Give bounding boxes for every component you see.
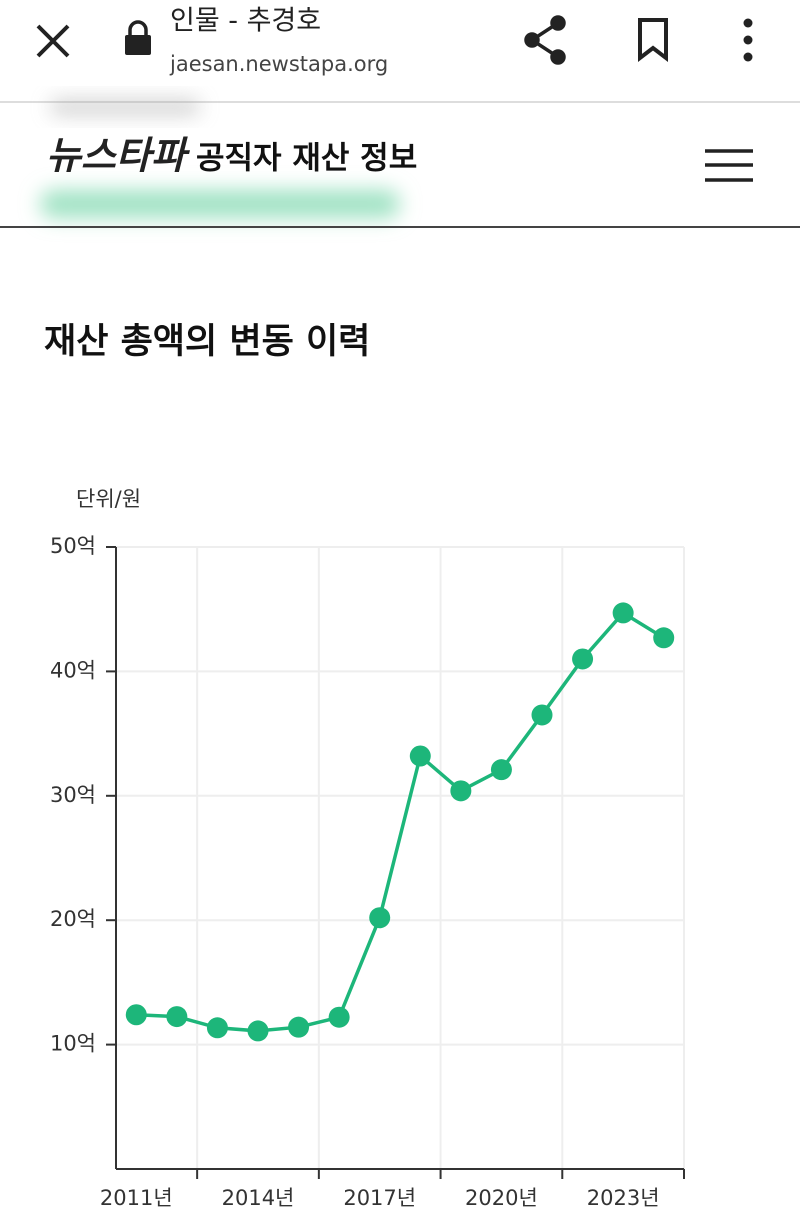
point <box>166 1006 188 1028</box>
x-tick-label: 2014년 <box>222 1186 295 1210</box>
site-title: 공직자 재산 정보 <box>196 141 417 177</box>
lock-icon <box>125 20 151 55</box>
x-tick-label: 2020년 <box>465 1186 538 1210</box>
hamburger-icon[interactable] <box>705 149 753 182</box>
browser-bar <box>0 0 800 102</box>
point <box>247 1020 269 1042</box>
line <box>136 610 665 1033</box>
close-icon[interactable] <box>36 24 70 58</box>
logo[interactable]: 뉴스타파 <box>46 134 191 178</box>
x-tick-label: 2017년 <box>343 1186 416 1210</box>
page-title: 인물 - 추경호 <box>170 6 321 37</box>
bookmark-icon[interactable] <box>638 18 668 63</box>
y-tick-label: 40억 <box>50 658 96 682</box>
point <box>409 745 431 767</box>
x-tick-label: 2023년 <box>587 1186 660 1210</box>
point <box>572 648 594 670</box>
y-tick-label: 10억 <box>50 1032 96 1056</box>
point <box>369 907 391 929</box>
point <box>450 780 472 802</box>
y-tick-label: 50억 <box>50 534 96 558</box>
point <box>653 627 675 649</box>
url: jaesan.newstapa.org <box>169 52 388 76</box>
point <box>612 602 634 624</box>
shadow <box>50 100 200 114</box>
unit-label: 단위/원 <box>76 487 141 511</box>
share-icon[interactable] <box>524 15 566 65</box>
point <box>328 1006 350 1028</box>
y-tick-label: 20억 <box>50 907 96 931</box>
point <box>206 1017 228 1039</box>
y-tick-label: 30억 <box>50 783 96 807</box>
point <box>125 1004 147 1026</box>
point <box>288 1016 310 1038</box>
x-tick-label: 2011년 <box>100 1186 173 1210</box>
menu-icon[interactable] <box>743 18 753 62</box>
section-title: 재산 총액의 변동 이력 <box>44 322 370 362</box>
point <box>531 704 553 726</box>
logo-glow <box>40 190 400 218</box>
point <box>490 759 512 781</box>
